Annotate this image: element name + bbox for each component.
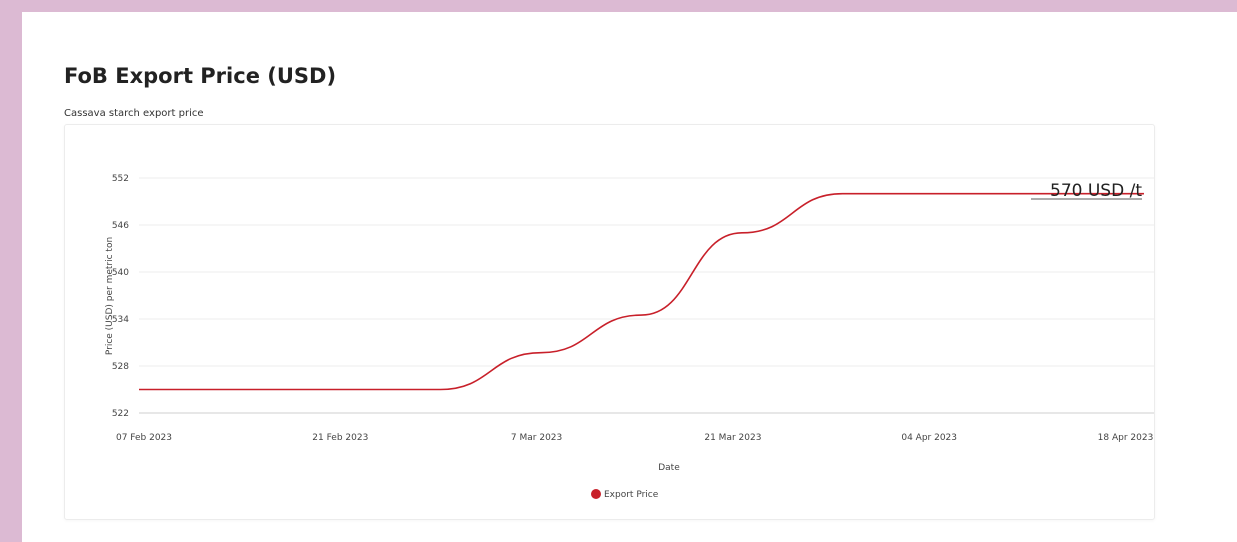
y-axis-label: Price (USD) per metric ton [105, 237, 115, 355]
x-tick-label: 04 Apr 2023 [901, 433, 957, 443]
x-axis-ticks: 07 Feb 2023 21 Feb 2023 7 Mar 2023 21 Mar 2… [116, 433, 1153, 443]
x-tick-label: 07 Feb 2023 [116, 433, 172, 443]
chart-card: 522 528 534 540 546 552 07 Feb 2023 21 Feb 202… [64, 124, 1155, 520]
chart-subtitle: Cassava starch export price [64, 108, 204, 119]
legend-marker [591, 489, 601, 499]
gridlines [139, 177, 1154, 414]
legend-label: Export Price [604, 490, 659, 500]
y-tick-label: 540 [112, 268, 129, 278]
x-tick-label: 18 Apr 2023 [1098, 433, 1154, 443]
export-price-line [139, 192, 1144, 391]
price-annotation: 570 USD /t [1050, 181, 1142, 201]
y-tick-label: 522 [112, 409, 129, 419]
y-axis-ticks: 522 528 534 540 546 552 [112, 174, 129, 419]
y-tick-label: 546 [112, 221, 129, 231]
y-tick-label: 534 [112, 315, 129, 325]
x-tick-label: 21 Mar 2023 [704, 433, 761, 443]
price-line-chart: 522 528 534 540 546 552 07 Feb 2023 21 Feb 202… [105, 174, 1154, 500]
x-tick-label: 7 Mar 2023 [511, 433, 562, 443]
chart-legend[interactable]: Export Price [591, 489, 659, 500]
y-tick-label: 552 [112, 174, 129, 184]
y-tick-label: 528 [112, 362, 129, 372]
x-tick-label: 21 Feb 2023 [312, 433, 368, 443]
page-title: FoB Export Price (USD) [64, 64, 337, 88]
x-axis-label: Date [658, 463, 680, 473]
